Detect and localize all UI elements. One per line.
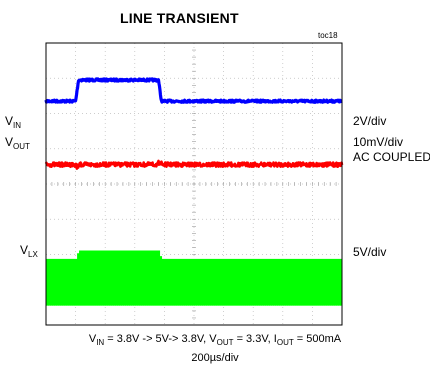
vout-scale-label: 10mV/div bbox=[353, 135, 404, 149]
vlx-channel-label: VLX bbox=[20, 243, 38, 259]
vlx-trace bbox=[45, 250, 342, 306]
vin-scale-label: 2V/div bbox=[353, 114, 387, 128]
figure-number: toc18 bbox=[318, 31, 338, 40]
vin-channel-label: VIN bbox=[5, 114, 22, 130]
test-conditions: VIN = 3.8V -> 5V-> 3.8V, VOUT = 3.3V, IO… bbox=[88, 333, 342, 347]
chart-title: LINE TRANSIENT bbox=[120, 10, 239, 26]
vin-trace bbox=[44, 77, 344, 104]
plot-frame bbox=[45, 42, 343, 326]
vout-coupling-label: AC COUPLED bbox=[353, 150, 430, 164]
vout-channel-label: VOUT bbox=[5, 135, 30, 151]
vout-trace bbox=[44, 159, 344, 170]
plot-traces bbox=[44, 77, 344, 306]
timebase-label: 200µs/div bbox=[191, 352, 239, 364]
vlx-scale-label: 5V/div bbox=[353, 245, 387, 259]
